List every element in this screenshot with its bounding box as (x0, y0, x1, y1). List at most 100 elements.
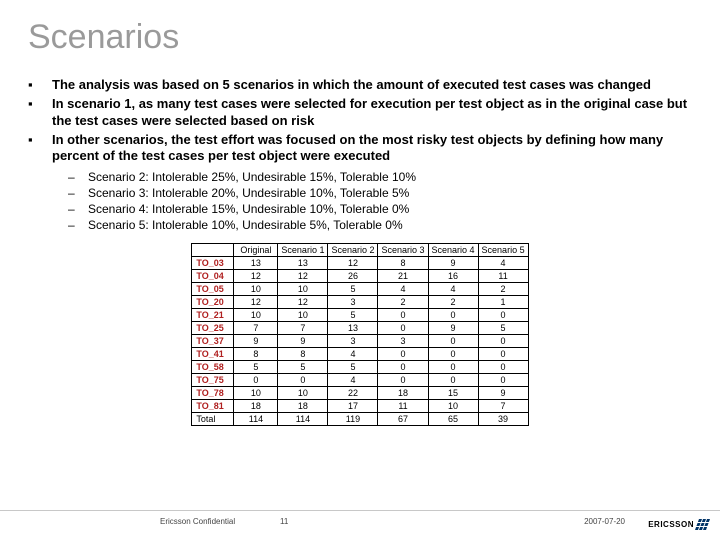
cell: 0 (478, 374, 528, 387)
cell: 9 (278, 335, 328, 348)
sub-bullet-list: Scenario 2: Intolerable 25%, Undesirable… (68, 170, 692, 233)
cell: 0 (428, 374, 478, 387)
cell: 8 (378, 257, 428, 270)
sub-bullet-item: Scenario 3: Intolerable 20%, Undesirable… (68, 186, 692, 201)
cell: 3 (328, 296, 378, 309)
cell: 0 (428, 361, 478, 374)
cell: 4 (328, 374, 378, 387)
table-row: TO_7810102218159 (192, 387, 528, 400)
cell: 13 (234, 257, 278, 270)
cell: 5 (328, 361, 378, 374)
cell: 10 (278, 309, 328, 322)
cell: 0 (378, 348, 428, 361)
footer: Ericsson Confidential 11 2007-07-20 (0, 510, 720, 528)
cell: 10 (234, 309, 278, 322)
cell: 2 (478, 283, 528, 296)
cell: 0 (378, 374, 428, 387)
cell: 0 (428, 335, 478, 348)
table-row: TO_2110105000 (192, 309, 528, 322)
cell: 0 (378, 361, 428, 374)
cell: 10 (234, 387, 278, 400)
bullet-item: In other scenarios, the test effort was … (28, 132, 692, 165)
cell: 18 (234, 400, 278, 413)
col-header: Scenario 3 (378, 244, 428, 257)
cell: 10 (278, 283, 328, 296)
table-row: TO_04121226211611 (192, 270, 528, 283)
col-header: Scenario 5 (478, 244, 528, 257)
cell: 0 (478, 335, 528, 348)
cell: 18 (278, 400, 328, 413)
table-row: TO_257713095 (192, 322, 528, 335)
cell: 114 (278, 413, 328, 426)
col-header: Scenario 2 (328, 244, 378, 257)
slide-title: Scenarios (28, 18, 692, 57)
footer-page: 11 (280, 517, 288, 526)
cell: 0 (478, 361, 528, 374)
cell: 39 (478, 413, 528, 426)
cell: 10 (278, 387, 328, 400)
table-row: TO_58555000 (192, 361, 528, 374)
footer-confidential: Ericsson Confidential (160, 517, 235, 526)
brand-mark-icon (695, 519, 710, 530)
cell: 67 (378, 413, 428, 426)
cell: 4 (328, 348, 378, 361)
col-header: Original (234, 244, 278, 257)
cell: 17 (328, 400, 378, 413)
cell: 12 (234, 270, 278, 283)
brand-logo: ERICSSON (648, 519, 708, 530)
cell: 0 (478, 309, 528, 322)
cell: 12 (278, 296, 328, 309)
row-header: TO_04 (192, 270, 234, 283)
cell: 9 (478, 387, 528, 400)
table-row: TO_37993300 (192, 335, 528, 348)
row-header: TO_25 (192, 322, 234, 335)
table-row: Total114114119676539 (192, 413, 528, 426)
cell: 15 (428, 387, 478, 400)
cell: 4 (478, 257, 528, 270)
row-header: TO_21 (192, 309, 234, 322)
cell: 0 (278, 374, 328, 387)
table-row: TO_2012123221 (192, 296, 528, 309)
cell: 114 (234, 413, 278, 426)
row-header: TO_20 (192, 296, 234, 309)
sub-bullet-item: Scenario 5: Intolerable 10%, Undesirable… (68, 218, 692, 233)
cell: 0 (428, 348, 478, 361)
cell: 13 (328, 322, 378, 335)
sub-bullet-item: Scenario 4: Intolerable 15%, Undesirable… (68, 202, 692, 217)
cell: 22 (328, 387, 378, 400)
cell: 5 (278, 361, 328, 374)
footer-date: 2007-07-20 (584, 517, 625, 526)
cell: 3 (378, 335, 428, 348)
col-header: Scenario 1 (278, 244, 328, 257)
cell: 0 (378, 322, 428, 335)
cell: 4 (428, 283, 478, 296)
cell: 5 (328, 309, 378, 322)
cell: 65 (428, 413, 478, 426)
cell: 18 (378, 387, 428, 400)
brand-name: ERICSSON (648, 520, 694, 529)
row-header: TO_58 (192, 361, 234, 374)
row-header: TO_05 (192, 283, 234, 296)
bullet-item: In scenario 1, as many test cases were s… (28, 96, 692, 129)
cell: 12 (234, 296, 278, 309)
table-row: TO_8118181711107 (192, 400, 528, 413)
row-header: TO_37 (192, 335, 234, 348)
cell: 26 (328, 270, 378, 283)
row-header: TO_03 (192, 257, 234, 270)
cell: 12 (278, 270, 328, 283)
cell: 3 (328, 335, 378, 348)
table-header-row: Original Scenario 1 Scenario 2 Scenario … (192, 244, 528, 257)
cell: 12 (328, 257, 378, 270)
col-header: Scenario 4 (428, 244, 478, 257)
row-header: TO_81 (192, 400, 234, 413)
row-header: TO_75 (192, 374, 234, 387)
col-header (192, 244, 234, 257)
table-row: TO_41884000 (192, 348, 528, 361)
cell: 0 (378, 309, 428, 322)
cell: 7 (278, 322, 328, 335)
cell: 0 (428, 309, 478, 322)
cell: 16 (428, 270, 478, 283)
cell: 5 (234, 361, 278, 374)
cell: 10 (428, 400, 478, 413)
cell: 2 (378, 296, 428, 309)
